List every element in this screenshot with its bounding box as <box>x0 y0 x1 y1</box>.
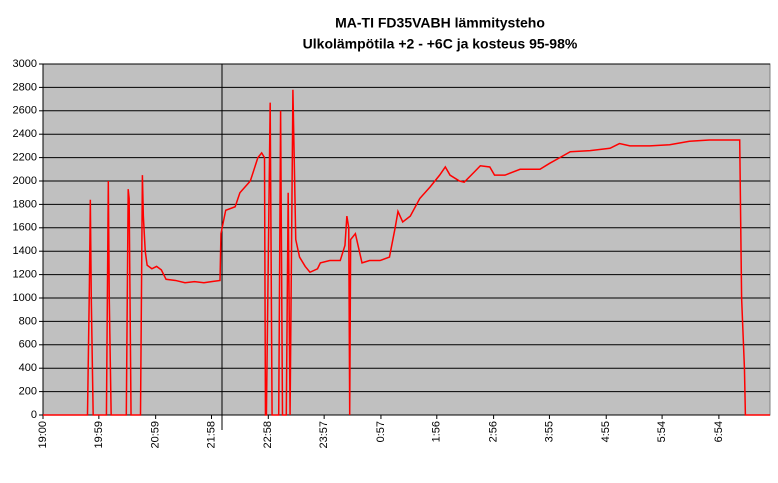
y-tick-label: 200 <box>19 386 37 398</box>
x-tick-label: 23:57 <box>318 421 330 449</box>
x-tick-label: 5:54 <box>656 421 668 442</box>
y-tick-label: 800 <box>19 315 37 327</box>
y-tick-label: 2000 <box>13 175 37 187</box>
data-line <box>43 89 770 416</box>
y-tick-label: 3000 <box>13 58 37 70</box>
y-tick-label: 400 <box>19 362 37 374</box>
x-tick-label: 6:54 <box>713 421 725 442</box>
y-tick-label: 1200 <box>13 269 37 281</box>
x-tick-label: 4:55 <box>600 421 612 442</box>
chart-subtitle: Ulkolämpötila +2 - +6C ja kosteus 95-98% <box>303 36 578 52</box>
x-tick-label: 2:56 <box>487 421 499 442</box>
chart-title: MA-TI FD35VABH lämmitysteho <box>335 15 545 31</box>
y-tick-label: 0 <box>31 409 37 421</box>
y-tick-label: 1800 <box>13 198 37 210</box>
y-tick-label: 1600 <box>13 222 37 234</box>
y-tick-label: 2800 <box>13 81 37 93</box>
x-tick-label: 1:56 <box>431 421 443 442</box>
y-tick-label: 1000 <box>13 292 37 304</box>
y-tick-label: 2400 <box>13 128 37 140</box>
plot-area <box>42 63 771 416</box>
x-tick-label: 19:00 <box>37 421 49 449</box>
y-tick-label: 2600 <box>13 105 37 117</box>
x-tick-label: 21:58 <box>205 421 217 449</box>
x-tick-label: 0:57 <box>375 421 387 442</box>
y-tick-label: 600 <box>19 339 37 351</box>
x-tick-label: 20:59 <box>150 421 162 449</box>
x-tick-label: 22:58 <box>262 421 274 449</box>
y-tick-label: 2200 <box>13 152 37 164</box>
x-tick-label: 3:55 <box>543 421 555 442</box>
y-tick-label: 1400 <box>13 245 37 257</box>
x-tick-label: 19:59 <box>93 421 105 449</box>
